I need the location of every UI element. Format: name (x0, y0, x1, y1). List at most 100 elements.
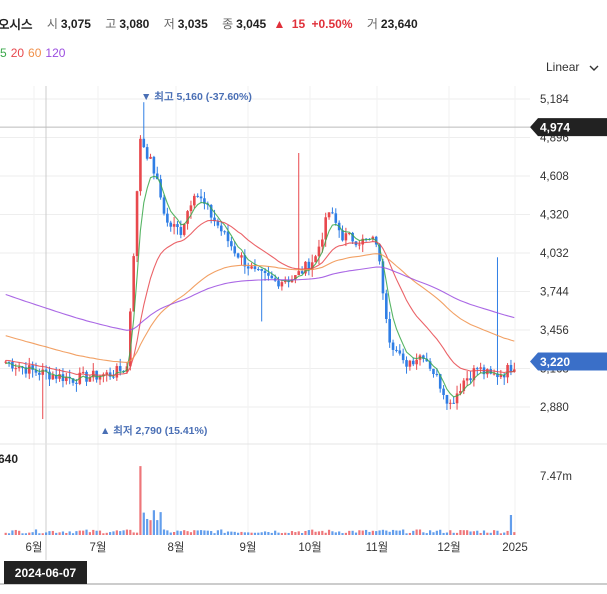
candle-body (71, 378, 75, 383)
volume-bar (24, 533, 27, 535)
volume-bar (486, 532, 489, 535)
price-chart[interactable]: 5,1844,8964,6084,3204,0323,7443,4563,168… (0, 80, 607, 594)
volume-bar (92, 529, 95, 535)
volume-bar (183, 530, 186, 535)
volume-bar (4, 532, 7, 535)
volume-bar (11, 530, 14, 535)
month-tick-label: 7월 (90, 541, 107, 554)
volume-bar (146, 518, 149, 535)
volume-bar (105, 532, 108, 535)
candle-body (7, 361, 11, 363)
volume-bar (385, 530, 388, 535)
volume-bar (179, 531, 182, 535)
volume-bar (398, 530, 401, 535)
volume-bar (51, 530, 54, 535)
crosshair-date-bg (4, 561, 87, 584)
candle-body (502, 374, 506, 378)
volume-bar (375, 531, 378, 535)
candle-body (17, 366, 21, 369)
candle-body (203, 198, 206, 204)
stock-header: 오시스 시 3,075 고 3,080 저 3,035 종 3,045 ▲ 15 +0.… (0, 0, 607, 66)
volume-bar (206, 530, 209, 535)
candle-body (219, 225, 223, 232)
price-tick-label: 4,320 (540, 210, 569, 222)
month-tick-label: 2025 (502, 542, 528, 554)
candle-body (230, 241, 233, 247)
volume-bar (462, 530, 465, 535)
price-tick-label: 4,032 (540, 248, 569, 260)
candle-body (432, 368, 435, 375)
month-tick-label: 9월 (240, 541, 257, 554)
candle-body (182, 223, 186, 235)
candle-body (260, 269, 263, 271)
candle-body (31, 365, 34, 370)
candle-body (38, 372, 41, 375)
candle-body (307, 261, 311, 270)
ma-legend-5: 5 (0, 46, 7, 60)
volume-bar (58, 532, 61, 535)
volume-bar (247, 532, 250, 535)
price-tick-label: 3,744 (540, 287, 569, 299)
scale-select[interactable]: Linear (546, 60, 599, 74)
volume-bar (199, 530, 203, 535)
candle-body (189, 205, 193, 212)
volume-bar (14, 529, 17, 535)
volume-bar (452, 532, 455, 535)
month-tick-label: 8월 (168, 541, 185, 554)
volume-bar (156, 520, 159, 535)
volume-bar (31, 532, 34, 535)
candle-body (48, 371, 51, 380)
volume-bar (196, 530, 199, 535)
candle-body (98, 376, 102, 380)
candle-body (34, 369, 38, 373)
candle-body (105, 372, 109, 375)
volume-bar (257, 532, 260, 535)
candle-body (240, 255, 243, 258)
volume-bar (102, 533, 105, 535)
candle-body (257, 269, 260, 271)
candle-body (166, 213, 169, 223)
candle-body (176, 224, 179, 228)
change-value: 15 (291, 16, 306, 31)
volume-bar (371, 530, 374, 535)
volume-bar (7, 533, 11, 535)
candle-body (4, 361, 7, 363)
candle-body (388, 318, 391, 343)
price-tick-label: 5,184 (540, 94, 569, 106)
candle-body (193, 195, 196, 206)
volume-bar (189, 532, 193, 535)
volume-bar (75, 531, 78, 535)
volume-bar (331, 531, 334, 535)
volume-bar (314, 531, 317, 535)
volume-bar (301, 533, 304, 535)
volume-bar (496, 530, 499, 535)
candle-body (199, 196, 203, 199)
candle-body (88, 377, 92, 382)
volume-bar (321, 530, 324, 535)
volume-bar (422, 532, 425, 535)
candle-body (347, 232, 351, 234)
change-arrow-icon: ▲ (273, 16, 286, 31)
candle-body (408, 360, 412, 367)
price-tick-label: 4,608 (540, 171, 569, 183)
month-tick-label: 11월 (366, 541, 389, 554)
ma-line-120 (5, 266, 515, 331)
volume-bar (412, 530, 415, 535)
candle-body (118, 366, 122, 371)
volume-bar (267, 532, 270, 535)
volume-bar (334, 532, 337, 535)
candle-body (381, 261, 385, 294)
stock-name: 오시스 (0, 18, 33, 32)
volume-bar (503, 532, 506, 535)
candle-body (442, 388, 445, 395)
candle-body (327, 212, 331, 218)
moving-average-legend: 5 20 60 120 (0, 46, 69, 60)
volume-bar (45, 532, 48, 535)
close-value: 3,045 (236, 16, 267, 31)
volume-axis-tick: 7.47m (540, 471, 572, 483)
volume-bar (391, 529, 395, 535)
volume-bar (95, 530, 98, 535)
close-label: 종 (222, 17, 234, 31)
volume-bar (125, 529, 129, 535)
volume-bar (98, 530, 102, 535)
